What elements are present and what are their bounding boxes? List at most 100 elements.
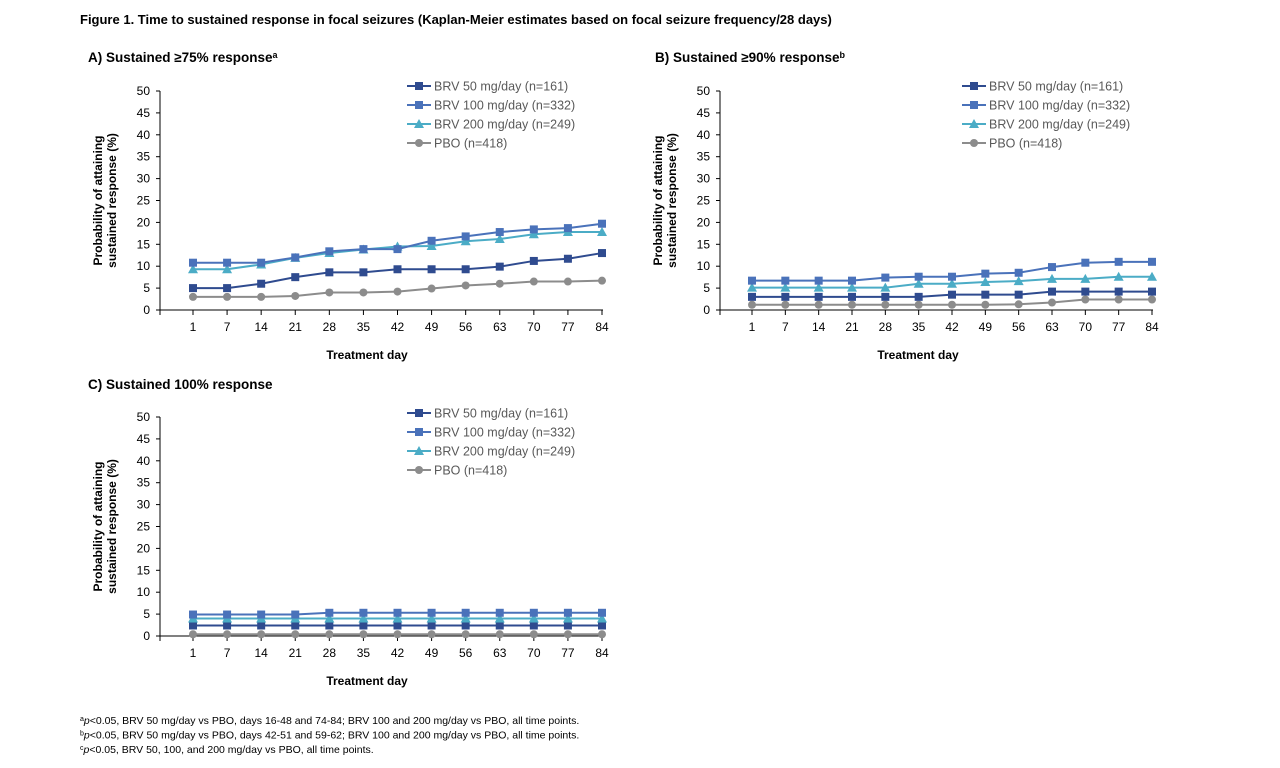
x-tick-label: 21 xyxy=(845,320,859,334)
data-point xyxy=(461,281,470,290)
y-tick-label: 30 xyxy=(697,172,711,186)
legend-marker xyxy=(415,101,423,109)
legend-label: BRV 200 mg/day (n=249) xyxy=(434,445,575,459)
data-point xyxy=(563,630,572,639)
data-point xyxy=(359,621,368,630)
data-point xyxy=(1014,290,1023,299)
legend-label: BRV 200 mg/day (n=249) xyxy=(434,118,575,132)
data-point xyxy=(881,300,890,309)
data-point xyxy=(780,282,791,292)
legend-item: BRV 50 mg/day (n=161) xyxy=(407,407,568,421)
chart-panel-c: C) Sustained 100% response 0 5 10 15 20 25 30 35… xyxy=(88,377,609,688)
legend-label: PBO (n=418) xyxy=(434,464,507,478)
x-tick-label: 28 xyxy=(323,646,337,660)
y-tick-label: 0 xyxy=(143,629,150,643)
y-tick-label: 15 xyxy=(137,237,151,251)
y-axis-label-line: sustained response (%) xyxy=(665,133,679,268)
data-point xyxy=(598,249,606,258)
figure-title: Figure 1. Time to sustained response in … xyxy=(80,12,832,27)
chart-panel-b: B) Sustained ≥90% responseb 0 5 10 15 20 25 30 3… xyxy=(651,50,1159,362)
data-point xyxy=(359,288,368,297)
y-tick-label: 10 xyxy=(697,259,711,273)
x-tick-label: 70 xyxy=(1079,320,1093,334)
legend-label: BRV 50 mg/day (n=161) xyxy=(434,407,568,421)
data-point xyxy=(189,284,197,293)
legend-item: BRV 50 mg/day (n=161) xyxy=(407,80,568,94)
x-tick-label: 7 xyxy=(782,320,789,334)
data-point xyxy=(948,272,956,281)
data-point xyxy=(257,258,266,267)
legend-item: BRV 200 mg/day (n=249) xyxy=(407,445,575,459)
data-point xyxy=(981,269,990,278)
title-superscript: a xyxy=(272,50,278,60)
data-point xyxy=(598,621,606,630)
y-tick-label: 20 xyxy=(137,541,151,555)
data-point xyxy=(881,292,890,301)
data-point xyxy=(848,276,856,285)
data-point xyxy=(1047,273,1057,283)
data-point xyxy=(325,621,334,630)
y-axis-label: Probability of attainingsustained respon… xyxy=(651,133,679,268)
data-point xyxy=(426,613,437,623)
legend-marker xyxy=(970,82,978,90)
data-point xyxy=(848,292,856,301)
x-tick-label: 49 xyxy=(979,320,993,334)
data-point xyxy=(1013,276,1024,286)
data-point xyxy=(189,610,197,619)
data-point xyxy=(748,276,756,285)
data-point xyxy=(189,630,197,639)
data-point xyxy=(188,264,198,274)
legend: BRV 50 mg/day (n=161) BRV 100 mg/day (n=3… xyxy=(962,80,1130,151)
x-tick-label: 42 xyxy=(945,320,959,334)
legend-label: BRV 100 mg/day (n=332) xyxy=(989,99,1130,113)
data-point xyxy=(291,621,300,630)
y-tick-label: 5 xyxy=(703,281,710,295)
x-tick-label: 56 xyxy=(1012,320,1026,334)
data-point xyxy=(189,292,197,301)
legend-label: BRV 100 mg/day (n=332) xyxy=(434,99,575,113)
data-point xyxy=(948,290,956,299)
data-point xyxy=(495,621,504,630)
legend-item: BRV 100 mg/day (n=332) xyxy=(962,99,1130,113)
data-point xyxy=(359,245,368,254)
y-tick-label: 20 xyxy=(137,215,151,229)
y-tick-label: 5 xyxy=(143,281,150,295)
data-point xyxy=(1081,258,1090,267)
x-tick-label: 35 xyxy=(357,320,371,334)
y-tick-label: 45 xyxy=(137,432,151,446)
x-tick-label: 7 xyxy=(224,320,231,334)
chart-panel-a: A) Sustained ≥75% responsea 0 5 10 15 20 25 30 3… xyxy=(88,50,609,362)
data-point xyxy=(562,613,573,623)
series-brv50 xyxy=(748,287,1156,301)
y-axis-label-line: sustained response (%) xyxy=(105,133,119,268)
y-tick-label: 10 xyxy=(137,259,151,273)
data-point xyxy=(1148,257,1156,266)
data-point xyxy=(325,288,334,297)
y-tick-label: 35 xyxy=(697,150,711,164)
x-tick-label: 1 xyxy=(190,646,197,660)
data-point xyxy=(325,247,334,256)
legend-marker xyxy=(415,139,423,147)
data-point xyxy=(427,608,436,617)
data-point xyxy=(529,630,538,639)
data-point xyxy=(325,630,334,639)
data-point xyxy=(460,236,471,246)
y-tick-label: 10 xyxy=(137,585,151,599)
x-tick-label: 14 xyxy=(812,320,826,334)
footnote-p: p xyxy=(83,730,90,742)
data-point xyxy=(1081,295,1090,304)
footnote: bp<0.05, BRV 50 mg/day vs PBO, days 42-5… xyxy=(80,730,579,742)
data-point xyxy=(291,253,300,262)
y-tick-label: 25 xyxy=(697,194,711,208)
data-point xyxy=(223,610,232,619)
data-point xyxy=(597,227,607,237)
data-point xyxy=(1148,287,1156,296)
legend-marker xyxy=(415,428,423,436)
y-tick-label: 40 xyxy=(137,454,151,468)
x-tick-label: 70 xyxy=(527,646,541,660)
data-point xyxy=(358,613,369,623)
x-tick-label: 42 xyxy=(391,646,405,660)
x-tick-label: 42 xyxy=(391,320,405,334)
legend-item: BRV 200 mg/day (n=249) xyxy=(407,118,575,132)
footnote-superscript: a xyxy=(80,716,84,723)
